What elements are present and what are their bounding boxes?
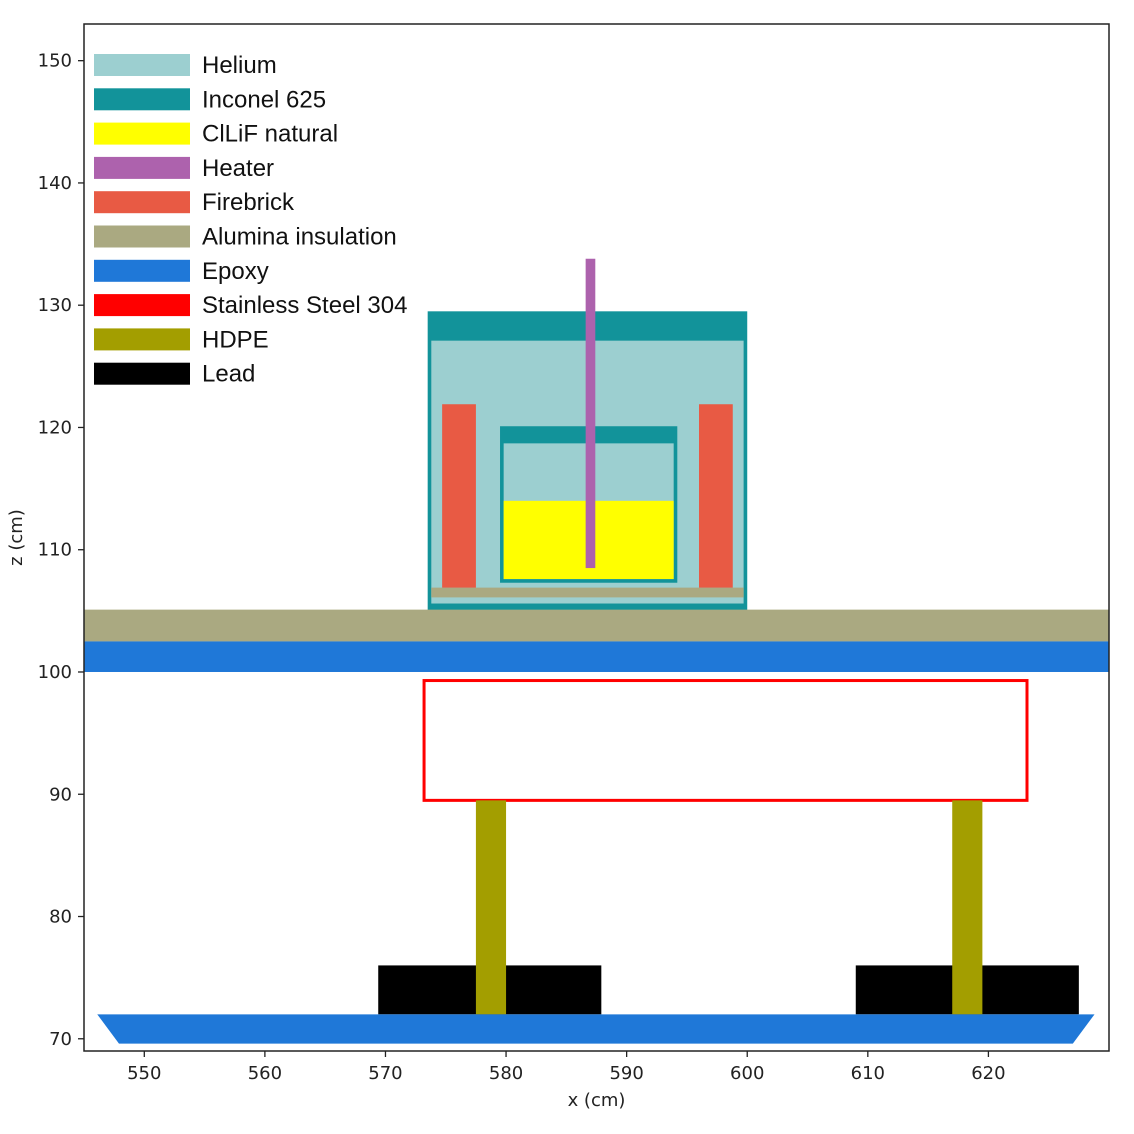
legend-swatch — [94, 362, 190, 385]
y-tick-label: 120 — [38, 417, 72, 438]
legend-swatch — [94, 259, 190, 282]
x-axis-ticks: 550 560 570 580 590 600 610 620 — [127, 1051, 1006, 1084]
x-tick-label: 580 — [489, 1063, 523, 1084]
firebrick-right — [699, 404, 733, 588]
legend-label: Inconel 625 — [202, 86, 326, 113]
legend-swatch — [94, 225, 190, 248]
x-tick-label: 620 — [971, 1063, 1005, 1084]
hdpe-post-right — [952, 800, 983, 1015]
legend: Helium Inconel 625 ClLiF natural Heater Fire… — [94, 52, 407, 388]
y-tick-label: 150 — [38, 51, 72, 72]
geometry-regions — [84, 258, 1109, 1044]
legend-label: Firebrick — [202, 189, 295, 216]
legend-label: Epoxy — [202, 258, 269, 285]
epoxy-base — [97, 1014, 1095, 1044]
x-tick-label: 570 — [368, 1063, 402, 1084]
heater-rod — [585, 258, 596, 569]
x-tick-label: 600 — [730, 1063, 764, 1084]
legend-swatch — [94, 88, 190, 111]
x-tick-label: 590 — [609, 1063, 643, 1084]
legend-label: Stainless Steel 304 — [202, 292, 407, 319]
legend-label: Lead — [202, 361, 255, 388]
y-tick-label: 130 — [38, 295, 72, 316]
legend-swatch — [94, 54, 190, 76]
epoxy-layer — [84, 641, 1109, 672]
y-axis-label: z (cm) — [6, 509, 27, 566]
firebrick-left — [442, 404, 476, 588]
y-tick-label: 110 — [38, 540, 72, 561]
hdpe-post-left — [475, 800, 507, 1015]
x-tick-label: 550 — [127, 1063, 161, 1084]
legend-swatch — [94, 328, 190, 351]
y-axis-ticks: 70 80 90 100 110 120 130 140 150 — [38, 51, 84, 1050]
y-tick-label: 80 — [49, 907, 72, 928]
y-tick-label: 90 — [49, 784, 72, 805]
legend-label: HDPE — [202, 326, 269, 353]
x-axis-label: x (cm) — [568, 1090, 626, 1111]
furnace-floor-insulation — [431, 587, 744, 598]
legend-swatch — [94, 122, 190, 145]
y-tick-label: 100 — [38, 662, 72, 683]
steel-frame — [422, 679, 1029, 802]
x-tick-label: 610 — [851, 1063, 885, 1084]
insulation-layer — [84, 609, 1109, 642]
plot-frame — [83, 23, 1110, 1052]
legend-label: Helium — [202, 52, 277, 79]
y-tick-label: 140 — [38, 173, 72, 194]
legend-swatch — [94, 156, 190, 179]
legend-label: ClLiF natural — [202, 121, 338, 148]
x-tick-label: 560 — [248, 1063, 282, 1084]
legend-label: Heater — [202, 155, 274, 182]
legend-swatch — [94, 191, 190, 214]
y-tick-label: 70 — [49, 1029, 72, 1050]
legend-label: Alumina insulation — [202, 224, 397, 251]
legend-swatch — [94, 294, 190, 317]
